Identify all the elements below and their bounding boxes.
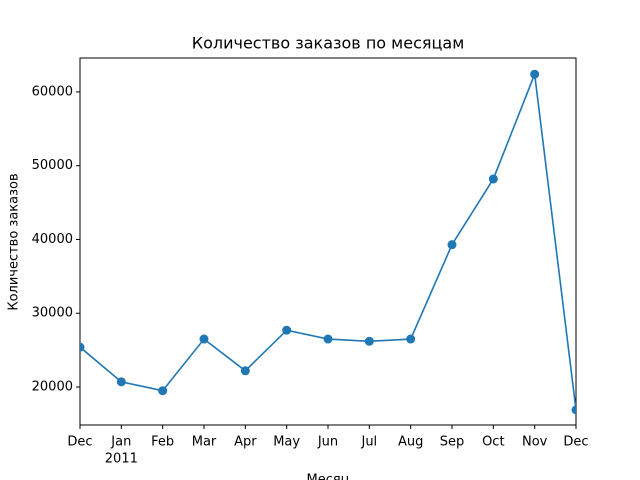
x-tick-label: May [273, 435, 300, 450]
y-axis-label: Количество заказов [7, 173, 22, 310]
x-tick-label: Nov [522, 435, 548, 450]
x-tick-label: Mar [192, 435, 217, 450]
x-tick-label: Apr [234, 435, 257, 450]
x-tick-label: Dec [563, 435, 588, 450]
point [571, 405, 576, 415]
x-tick-label: Sep [440, 435, 465, 450]
x-tick-label: Aug [398, 435, 423, 450]
x-tick-label: Oct [482, 435, 504, 450]
y-tick-label: 20000 [32, 380, 73, 395]
point [240, 366, 250, 376]
y-tick-label: 50000 [32, 158, 73, 173]
point [323, 334, 333, 344]
x-year-label: 2011 [105, 452, 138, 467]
point [199, 334, 209, 344]
x-tick-label: Jan [110, 435, 131, 450]
point [488, 174, 498, 184]
point [364, 336, 374, 346]
x-axis-label: Месяц [306, 473, 349, 480]
plot-frame [79, 57, 577, 426]
point [116, 377, 126, 387]
x-tick-label: Jun [317, 435, 338, 450]
x-tick-label: Feb [151, 435, 174, 450]
chart-title: Количество заказов по месяцам [192, 34, 465, 53]
line [80, 73, 576, 410]
x-tick-label: Dec [67, 435, 92, 450]
y-tick-label: 40000 [32, 232, 73, 247]
point [447, 240, 457, 250]
point [158, 386, 168, 396]
point [530, 69, 540, 79]
y-tick-label: 60000 [32, 84, 73, 99]
y-tick-label: 30000 [32, 306, 73, 321]
x-tick-label: Jul [360, 435, 377, 450]
point [406, 334, 416, 344]
point [80, 342, 85, 352]
point [282, 325, 292, 335]
